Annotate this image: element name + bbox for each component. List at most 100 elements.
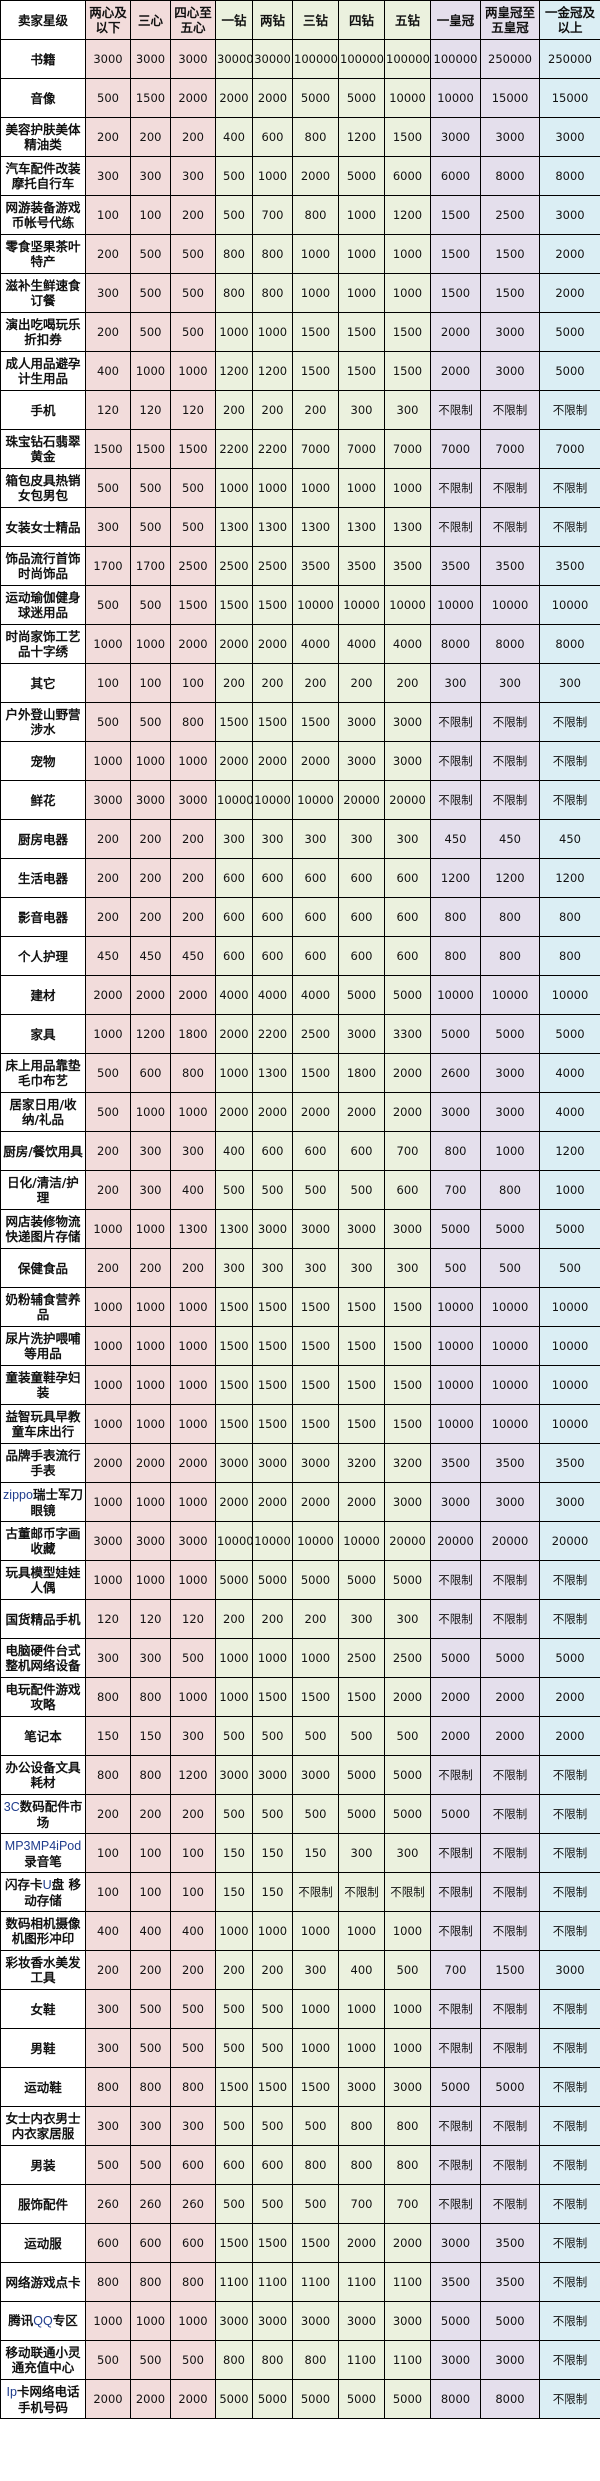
- limit-value-cell: 600: [85, 2223, 131, 2263]
- limit-value-cell: 1500: [292, 2223, 339, 2263]
- category-cell: 笔记本: [0, 1716, 86, 1756]
- limit-value-cell: 500: [130, 2145, 171, 2185]
- limit-value-cell: 3000: [85, 780, 131, 820]
- limit-value-cell: 5000: [215, 2379, 253, 2419]
- table-row: 生活电器 200 200 200 600 600 600 600 600 1200 1200 1200: [0, 858, 600, 898]
- limit-value-cell: 1100: [384, 2340, 431, 2380]
- limit-value-cell: 500: [85, 1053, 131, 1093]
- limit-value-cell: 3300: [384, 1014, 431, 1054]
- limit-value-cell: 3000: [85, 39, 131, 79]
- limit-value-cell: 不限制: [430, 390, 481, 430]
- limit-value-cell: 5000: [430, 1638, 481, 1678]
- limit-value-cell: 1500: [338, 351, 385, 391]
- limit-value-cell: 30000: [252, 39, 293, 79]
- limit-value-cell: 1500: [338, 1365, 385, 1405]
- limit-value-cell: 1500: [338, 312, 385, 352]
- limit-value-cell: 300: [85, 2106, 131, 2146]
- category-cell: 厨房/餐饮用具: [0, 1131, 86, 1171]
- table-row: 网店装修物流快递图片存储 1000 1000 1300 1300 3000 3000 3000…: [0, 1209, 600, 1249]
- limit-value-cell: 5000: [430, 1014, 481, 1054]
- limit-value-cell: 4000: [215, 975, 253, 1015]
- limit-value-cell: 不限制: [539, 2379, 600, 2419]
- table-row: 时尚家饰工艺品十字绣 1000 1000 2000 2000 2000 4000 4000 40…: [0, 624, 600, 664]
- limit-value-cell: 2000: [252, 624, 293, 664]
- category-cell: 音像: [0, 78, 86, 118]
- header-level: 一金冠及以上: [539, 0, 600, 40]
- limit-value-cell: 300: [338, 1833, 385, 1873]
- limit-value-cell: 不限制: [539, 1794, 600, 1834]
- limit-value-cell: 450: [539, 819, 600, 859]
- table-row: 腾讯QQ专区 1000 1000 1000 3000 3000 3000 3000 3000 50…: [0, 2301, 600, 2341]
- limit-value-cell: 3500: [338, 546, 385, 586]
- limit-value-cell: 1000: [85, 1209, 131, 1249]
- limit-value-cell: 不限制: [480, 702, 540, 742]
- limit-value-cell: 7000: [480, 429, 540, 469]
- limit-value-cell: 500: [215, 1989, 253, 2029]
- limit-value-cell: 500: [338, 1170, 385, 1210]
- limit-value-cell: 500: [215, 2028, 253, 2068]
- table-row: 女士内衣男士内衣家居服 300 300 300 500 500 500 800 800 不限制 不限…: [0, 2106, 600, 2146]
- limit-value-cell: 10000: [539, 585, 600, 625]
- table-row: 音像 500 1500 2000 2000 2000 5000 5000 10000 10000 1…: [0, 78, 600, 118]
- limit-value-cell: 3000: [292, 2301, 339, 2341]
- table-row: 运动鞋 800 800 800 1500 1500 1500 3000 3000 5000 5000…: [0, 2067, 600, 2107]
- limit-value-cell: 2000: [539, 1677, 600, 1717]
- limit-value-cell: 800: [170, 2262, 216, 2302]
- limit-value-cell: 1500: [292, 1677, 339, 1717]
- limit-value-cell: 2000: [430, 312, 481, 352]
- limit-value-cell: 3000: [539, 195, 600, 235]
- table-body: 书籍 3000 3000 3000 30000 30000 100000 100000 1000…: [0, 39, 600, 2419]
- limit-value-cell: 600: [215, 897, 253, 937]
- limit-value-cell: 2000: [170, 78, 216, 118]
- limit-value-cell: 500: [85, 2340, 131, 2380]
- limit-value-cell: 300: [85, 2028, 131, 2068]
- limit-value-cell: 2000: [292, 1482, 339, 1522]
- limit-value-cell: 不限制: [539, 702, 600, 742]
- limit-value-cell: 不限制: [539, 2301, 600, 2341]
- limit-value-cell: 200: [215, 663, 253, 703]
- header-level: 四钻: [338, 0, 385, 40]
- limit-value-cell: 3000: [384, 2301, 431, 2341]
- limit-value-cell: 100000: [384, 39, 431, 79]
- limit-value-cell: 1000: [85, 624, 131, 664]
- table-row: 个人护理 450 450 450 600 600 600 600 600 800 800 800: [0, 936, 600, 976]
- table-row: 珠宝钻石翡翠黄金 1500 1500 1500 2200 2200 7000 7000 7000…: [0, 429, 600, 469]
- category-cell: 品牌手表流行手表: [0, 1443, 86, 1483]
- category-cell: 日化/清洁/护理: [0, 1170, 86, 1210]
- limit-value-cell: 500: [252, 1989, 293, 2029]
- limit-value-cell: 2000: [85, 1443, 131, 1483]
- limit-value-cell: 3000: [430, 117, 481, 157]
- header-seller-level: 卖家星级: [0, 0, 86, 40]
- limit-value-cell: 1200: [539, 1131, 600, 1171]
- limit-value-cell: 1000: [170, 1404, 216, 1444]
- table-row: 成人用品避孕计生用品 400 1000 1000 1200 1200 1500 1500 150…: [0, 351, 600, 391]
- limit-value-cell: 800: [338, 2145, 385, 2185]
- limit-value-cell: 800: [292, 117, 339, 157]
- limit-value-cell: 260: [130, 2184, 171, 2224]
- limit-value-cell: 2000: [338, 2223, 385, 2263]
- category-cell: 饰品流行首饰时尚饰品: [0, 546, 86, 586]
- limit-value-cell: 10000: [215, 780, 253, 820]
- limit-value-cell: 1000: [215, 312, 253, 352]
- limit-value-cell: 600: [338, 897, 385, 937]
- category-cell: 厨房电器: [0, 819, 86, 859]
- category-cell: 移动联通小灵通充值中心: [0, 2340, 86, 2380]
- limit-value-cell: 3500: [430, 2262, 481, 2302]
- limit-value-cell: 200: [252, 1950, 293, 1990]
- limit-value-cell: 1200: [215, 351, 253, 391]
- limit-value-cell: 4000: [252, 975, 293, 1015]
- limit-value-cell: 200: [215, 1950, 253, 1990]
- category-cell: 网游装备游戏币帐号代练: [0, 195, 86, 235]
- limit-value-cell: 200: [130, 897, 171, 937]
- limit-value-cell: 1000: [130, 1404, 171, 1444]
- limit-value-cell: 500: [130, 507, 171, 547]
- limit-value-cell: 不限制: [480, 2028, 540, 2068]
- limit-value-cell: 3000: [384, 2067, 431, 2107]
- category-cell: 时尚家饰工艺品十字绣: [0, 624, 86, 664]
- latin-text: QQ: [33, 2314, 53, 2328]
- limit-value-cell: 500: [85, 702, 131, 742]
- limit-value-cell: 不限制: [480, 390, 540, 430]
- limit-value-cell: 1000: [170, 1365, 216, 1405]
- limit-value-cell: 1000: [252, 156, 293, 196]
- table-row: 美容护肤美体精油类 200 200 200 400 600 800 1200 1500 3000 3…: [0, 117, 600, 157]
